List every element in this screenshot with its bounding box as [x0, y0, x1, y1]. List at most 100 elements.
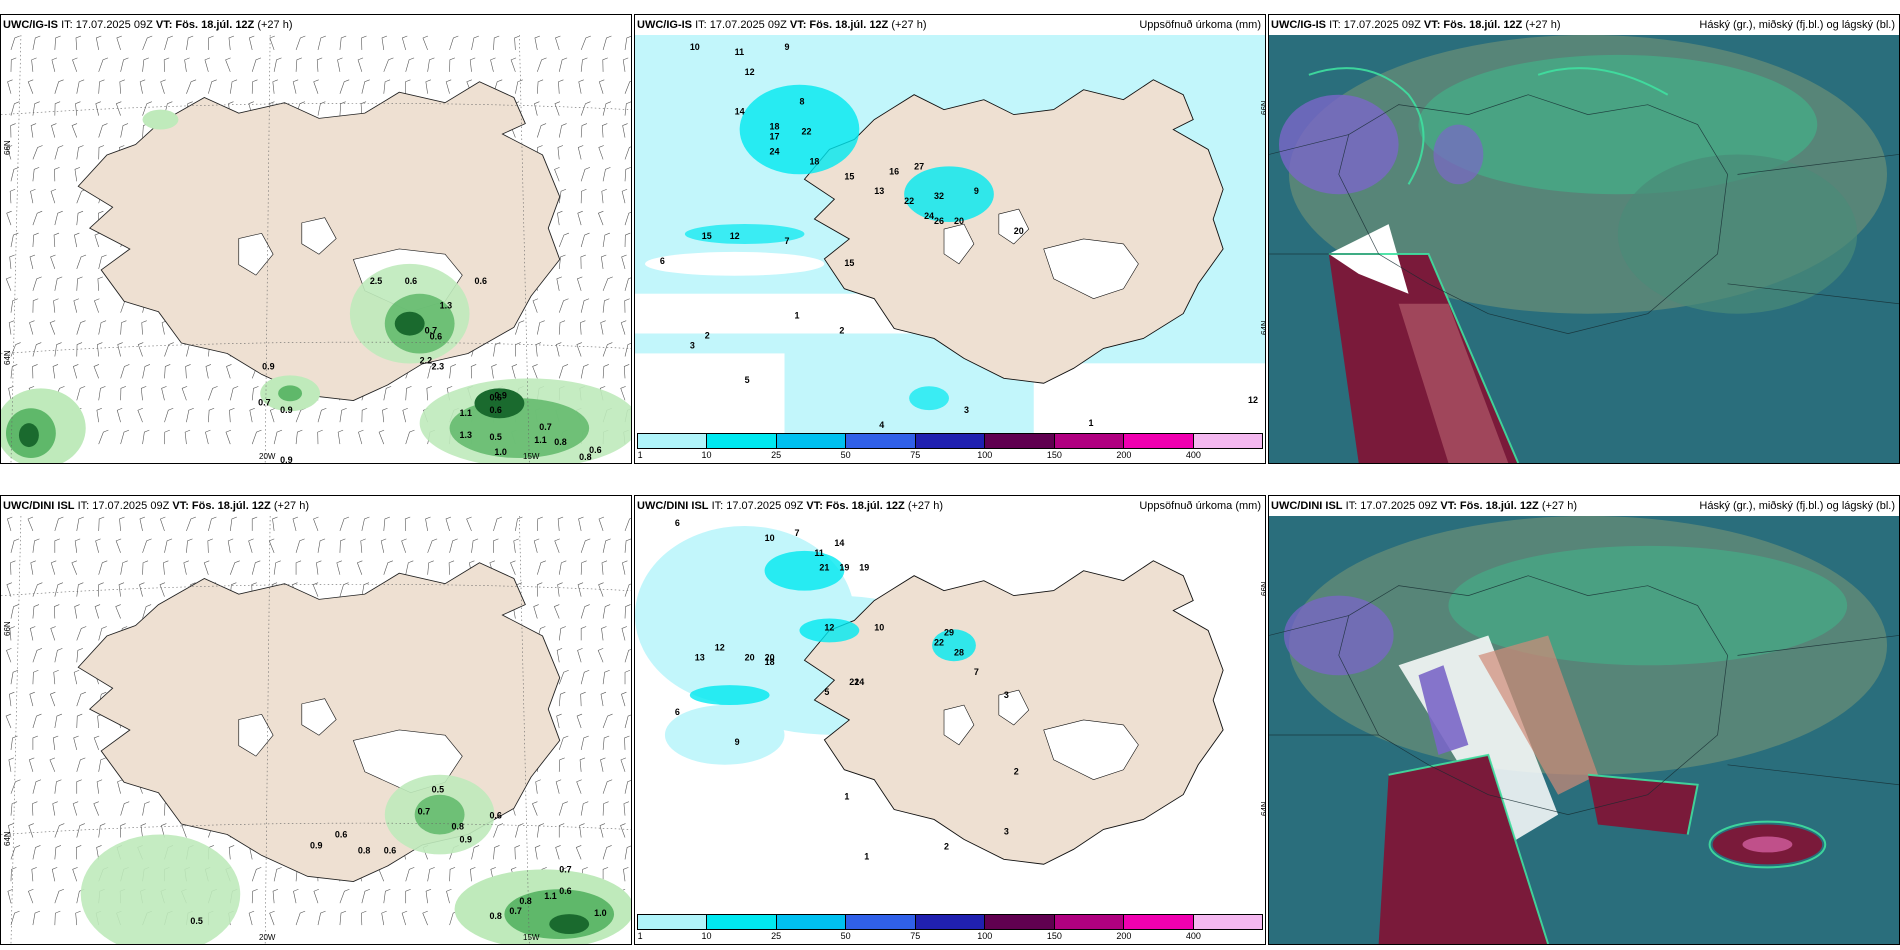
wind-barb — [602, 101, 612, 116]
wind-barb — [186, 538, 193, 553]
value-label: 0.7 — [539, 422, 551, 432]
wind-barb — [577, 210, 583, 226]
wind-barb — [554, 101, 561, 116]
precip-map: 10 11 9 8 12 14 18 17 22 18 24 15 16 13 27 22 32 24 20 26 20… — [635, 35, 1265, 433]
wind-barb — [76, 516, 84, 531]
wind-barb — [602, 298, 610, 313]
wind-barb — [117, 342, 123, 357]
wind-barb — [558, 79, 564, 94]
wind-barb — [580, 35, 591, 51]
wind-barb — [515, 79, 523, 94]
value-label: 0.8 — [452, 822, 464, 832]
wind-barb — [622, 560, 628, 575]
colorbar-swatch — [638, 915, 708, 929]
colorbar-swatch — [915, 915, 986, 929]
wind-barb — [32, 648, 43, 663]
wind-barb — [466, 516, 472, 532]
wind-barb — [205, 364, 212, 379]
wind-barb — [598, 516, 605, 532]
wind-barb — [76, 582, 84, 597]
wind-barb — [600, 691, 607, 707]
wind-barb — [558, 254, 566, 269]
wind-panel-dini: UWC/DINI ISL IT: 17.07.2025 09Z VT: Fös.… — [0, 495, 632, 945]
wind-barb — [10, 167, 19, 182]
wind-barb — [361, 582, 370, 597]
wind-barb — [10, 801, 18, 816]
wind-barb — [471, 35, 479, 50]
wind-barb — [51, 57, 58, 72]
value-label: 28 — [954, 647, 964, 657]
wind-barb — [339, 407, 347, 423]
wind-barb — [537, 57, 547, 72]
wind-barb — [580, 691, 586, 707]
wind-barb — [597, 648, 604, 663]
wind-barb — [7, 888, 13, 904]
wind-barb — [576, 779, 582, 794]
wind-barb — [139, 516, 146, 531]
cloud-map — [1269, 516, 1899, 944]
wind-barb — [537, 823, 544, 838]
wind-barb — [317, 407, 327, 423]
wind-barb — [10, 670, 19, 685]
wind-barb — [53, 298, 59, 313]
value-label: 22 — [934, 637, 944, 647]
panel-field-title: Uppsöfnuð úrkoma (mm) — [1139, 500, 1261, 512]
wind-barb — [601, 560, 608, 575]
wind-barb — [142, 35, 153, 51]
colorbar-tick-label: 100 — [977, 450, 993, 460]
value-label: 3 — [1004, 826, 1009, 836]
wind-barb — [598, 582, 604, 597]
value-label: 9 — [735, 737, 740, 747]
wind-barb — [577, 145, 584, 160]
wind-barb — [54, 779, 62, 794]
wind-barb — [207, 538, 213, 553]
value-label: 22 — [904, 196, 914, 206]
panel-header: UWC/IG-IS IT: 17.07.2025 09Z VT: Fös. 18… — [1, 15, 631, 35]
wind-barb — [378, 429, 385, 445]
wind-barb — [96, 779, 103, 794]
wind-barb — [405, 867, 415, 882]
wind-barb — [427, 560, 434, 575]
value-label: 0.5 — [489, 432, 501, 442]
wind-barb — [6, 145, 13, 160]
wind-barb — [602, 867, 609, 882]
wind-barb — [556, 713, 562, 729]
wind-barb — [383, 386, 392, 401]
wind-barb — [624, 35, 631, 50]
wind-barb — [624, 604, 631, 619]
wind-barb — [32, 713, 42, 729]
value-label: 12 — [745, 67, 755, 77]
wind-barb — [580, 57, 588, 72]
wind-barb — [557, 210, 563, 226]
wind-barb — [205, 429, 211, 445]
wind-barb — [10, 538, 20, 553]
wind-barb — [602, 167, 611, 182]
wind-barb — [532, 801, 538, 816]
wind-barb — [95, 538, 101, 553]
wind-barb — [601, 123, 608, 138]
wind-barb — [427, 57, 435, 72]
value-label: 0.5 — [432, 785, 444, 795]
wind-barb — [228, 35, 235, 50]
wind-barb — [71, 123, 78, 138]
wind-barb — [339, 888, 350, 904]
wind-barb — [96, 845, 102, 860]
wind-barb — [50, 626, 56, 641]
value-label: 19 — [839, 563, 849, 573]
value-label: 0.9 — [280, 455, 292, 463]
wind-barb — [624, 538, 631, 553]
wind-barb — [120, 823, 126, 838]
wind-barb — [75, 845, 82, 860]
value-label: 19 — [859, 563, 869, 573]
wind-barb — [160, 79, 166, 94]
wind-barb — [53, 232, 60, 248]
wind-barb — [493, 823, 504, 838]
wind-barb — [471, 538, 479, 553]
value-label: 24 — [770, 146, 780, 156]
wind-barb — [50, 189, 57, 204]
colorbar-tick-label: 50 — [840, 931, 851, 941]
wind-barb — [580, 320, 586, 335]
wind-barb — [449, 364, 456, 379]
value-label: 9 — [974, 186, 979, 196]
wind-barb — [98, 254, 107, 269]
